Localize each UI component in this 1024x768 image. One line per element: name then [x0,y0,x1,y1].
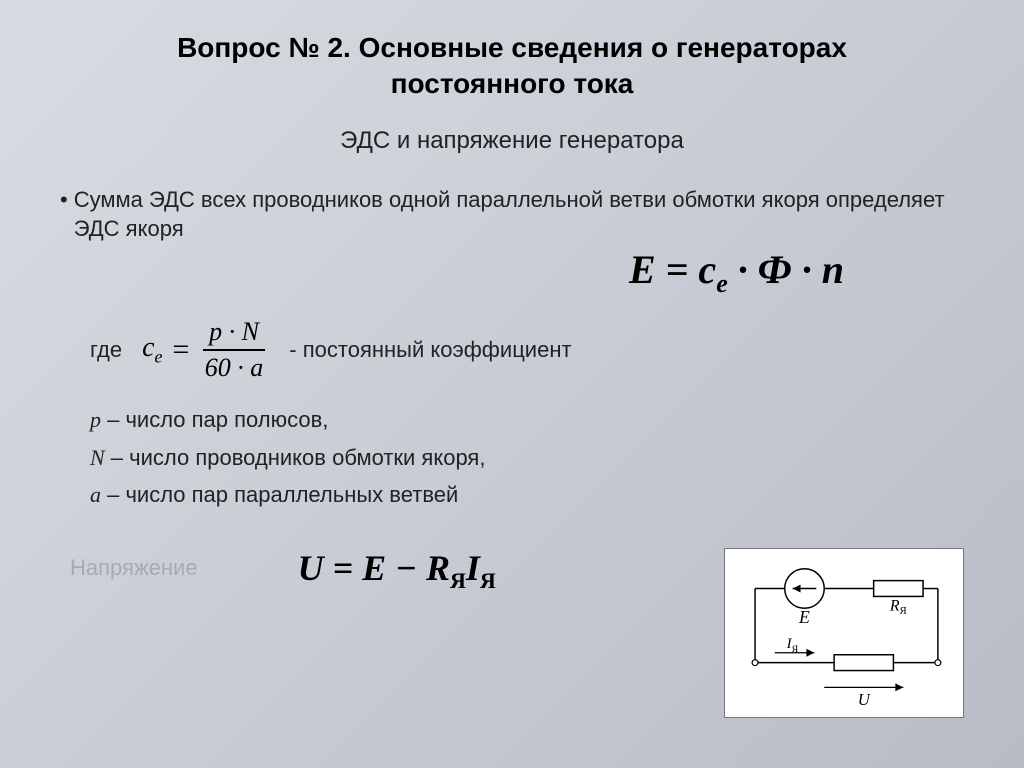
page-title: Вопрос № 2. Основные сведения о генерато… [60,30,964,103]
def-p: p – число пар полюсов, [90,401,964,438]
circ-label-R: RЯ [889,597,907,617]
fraction: p · N 60 · a [199,317,270,383]
subtitle: ЭДС и напряжение генератора [60,127,964,155]
numerator: p · N [203,317,265,351]
where-label: где [90,337,122,363]
def-N: N – число проводников обмотки якоря, [90,439,964,476]
formula-emf: E = ce · Ф · n [60,246,964,299]
sym-c: ce [142,332,162,368]
sym-R-sub: Я [450,569,466,594]
sym-c: c [698,247,716,292]
title-line-2: постоянного тока [391,68,634,99]
minus: − [386,548,426,588]
sym-E: E [362,548,386,588]
definitions: p – число пар полюсов, N – число проводн… [90,401,964,513]
sym-n: n [822,247,844,292]
bullet-para: • Сумма ЭДС всех проводников одной парал… [60,185,964,244]
eq: = [324,548,363,588]
dot: · [792,247,822,292]
sym-I-sub: Я [480,569,496,594]
voltage-label: Напряжение [70,555,198,581]
circ-label-E: E [798,607,810,627]
circuit-diagram: E RЯ IЯ U [724,548,964,718]
formula-voltage: U = E − RЯIЯ [258,547,496,594]
circuit-svg: E RЯ IЯ U [725,549,963,717]
coef-formula: ce = p · N 60 · a [142,317,269,383]
sym-R: R [426,548,450,588]
circ-label-I: IЯ [786,636,799,655]
coefficient-row: где ce = p · N 60 · a - постоянный коэфф… [90,317,964,383]
sym-phi: Ф [758,247,792,292]
sym-U: U [298,548,324,588]
coef-label: - постоянный коэффициент [289,337,571,363]
dot: · [728,247,758,292]
circ-label-U: U [858,690,872,709]
slide: Вопрос № 2. Основные сведения о генерато… [0,0,1024,768]
denominator: 60 · a [199,351,270,383]
def-a: a – число пар параллельных ветвей [90,476,964,513]
sym-c-sub: e [716,269,728,298]
title-line-1: Вопрос № 2. Основные сведения о генерато… [177,32,847,63]
eq: = [171,333,191,367]
bullet-dot: • [60,185,68,244]
sym-E: E [629,247,656,292]
bullet-text: Сумма ЭДС всех проводников одной паралле… [74,185,964,244]
eq: = [656,247,699,292]
sym-I: I [466,548,480,588]
